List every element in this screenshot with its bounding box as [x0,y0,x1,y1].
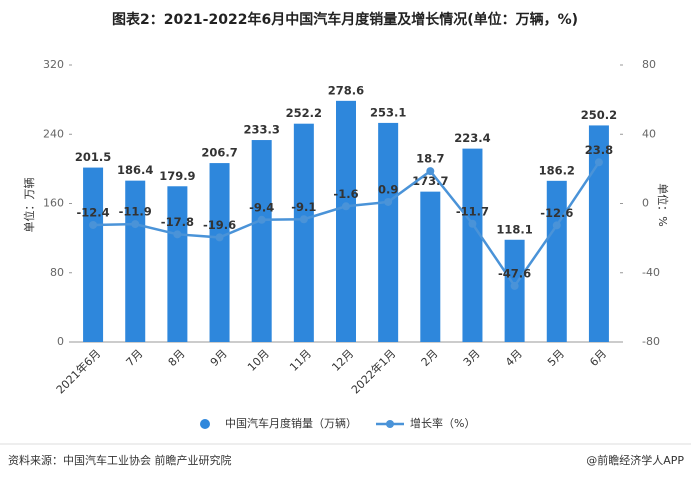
x-tick-label: 6月 [587,347,609,369]
x-tick-label: 12月 [329,347,356,374]
y2-tick-label: 0 [642,197,649,210]
bar [378,122,399,342]
x-tick-label: 8月 [166,347,188,369]
line-value-label: -11.9 [119,205,152,219]
bar [336,100,356,342]
y-tick-label: 80 [50,266,64,279]
growth-point [594,158,603,167]
y-tick-label: 240 [43,127,64,140]
bar-value-label: 179.9 [159,169,195,183]
growth-point [384,197,393,206]
growth-point [299,215,308,224]
bar-value-label: 206.7 [201,146,237,160]
bar-value-label: 223.4 [454,131,490,145]
bar [504,239,525,342]
y2-tick-label: 80 [642,58,656,71]
line-value-label: 18.7 [416,152,444,166]
x-tick-label: 3月 [461,347,483,369]
bar [462,148,483,342]
line-value-label: -17.8 [161,215,194,229]
bar-value-label: 252.2 [286,106,322,120]
growth-point [215,233,224,242]
bar [588,125,609,342]
x-tick-label: 5月 [545,347,567,369]
growth-point [89,220,98,229]
x-tick-label: 2月 [419,347,441,369]
y-tick-label: 320 [43,58,64,71]
y2-tick-label: 40 [642,127,656,140]
bar [125,180,146,342]
growth-point [426,167,435,176]
x-tick-label: 7月 [124,347,146,369]
legend-swatch [200,419,210,429]
growth-point [552,221,561,230]
growth-point [342,202,350,211]
x-tick-label: 2022年1月 [348,346,398,396]
x-tick-label: 10月 [245,347,272,374]
bar-value-label: 250.2 [581,108,617,122]
growth-point [131,220,140,229]
line-value-label: -12.6 [540,206,573,220]
bar [293,123,314,342]
growth-point [468,219,477,228]
bar [420,191,441,342]
y-tick-label: 0 [57,335,64,348]
line-value-label: -11.7 [456,204,489,218]
y2-axis-label: 单位：% [656,183,670,226]
bar-value-label: 186.2 [539,163,575,177]
bar-value-label: 201.5 [75,150,111,164]
growth-point [173,230,182,239]
line-value-label: -47.6 [498,266,531,280]
bar-value-label: 118.1 [496,222,532,236]
footer-source: 资料来源：中国汽车工业协会 前瞻产业研究院 [8,453,232,467]
line-value-label: -19.6 [203,218,236,232]
y-axis-label: 单位：万辆 [22,178,36,233]
bar [167,186,188,342]
bar [546,180,567,342]
line-value-label: -1.6 [333,187,358,201]
bar [209,163,230,342]
x-tick-label: 11月 [287,347,314,374]
line-value-label: -12.4 [76,205,109,219]
legend-label: 中国汽车月度销量（万辆） [225,416,357,430]
bar-value-label: 253.1 [370,105,406,119]
legend-label: 增长率（%） [410,416,475,430]
line-value-label: -9.4 [249,200,274,214]
bar [83,167,104,342]
bar-value-label: 233.3 [243,123,279,137]
x-tick-label: 9月 [208,347,230,369]
x-tick-label: 2021年6月 [53,346,103,396]
growth-point [257,215,266,224]
growth-point [510,281,519,290]
bar-value-label: 278.6 [328,83,364,97]
y2-tick-label: -40 [642,266,660,279]
bar [251,140,272,342]
footer-credit: @前瞻经济学人APP [586,453,684,467]
line-value-label: -9.1 [291,200,316,214]
bar-value-label: 186.4 [117,163,153,177]
y-tick-label: 160 [43,197,64,210]
x-tick-label: 4月 [503,347,525,369]
line-value-label: 0.9 [378,182,398,196]
chart-title: 图表2：2021-2022年6月中国汽车月度销量及增长情况(单位：万辆，%) [112,11,578,28]
line-value-label: 23.8 [585,143,613,157]
y2-tick-label: -80 [642,335,660,348]
legend-swatch [386,420,394,428]
